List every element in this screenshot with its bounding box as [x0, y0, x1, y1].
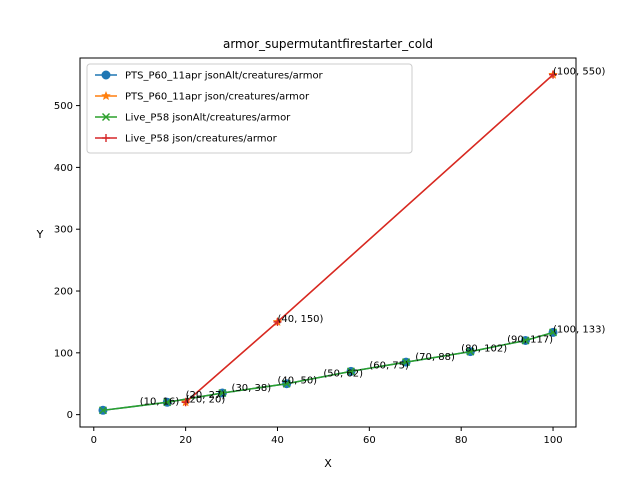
x-tick-label: 80 [455, 435, 468, 446]
data-point [521, 336, 530, 345]
x-tick-label: 60 [363, 435, 376, 446]
point-annotation: (20, 27) [186, 390, 226, 401]
y-tick-label: 200 [54, 287, 73, 298]
point-annotation: (70, 88) [415, 352, 455, 363]
point-annotation: (90, 117) [507, 334, 553, 345]
point-annotation: (30, 38) [232, 383, 272, 394]
axes-frame [79, 57, 577, 428]
legend-label: PTS_P60_11apr jsonAlt/creatures/armor [125, 71, 324, 82]
point-annotation: (60, 75) [369, 360, 409, 371]
legend-entry: Live_P58 jsonAlt/creatures/armor [95, 113, 291, 124]
legend-marker [101, 70, 111, 80]
legend-marker [102, 134, 110, 142]
y-tick-label: 0 [67, 410, 73, 421]
plot-area: (10, 16) (20, 20)(20, 27) (30, 38) (40, 50)… [98, 67, 606, 415]
data-point [282, 379, 291, 388]
point-annotation: (20, 20) [186, 394, 226, 405]
x-tick-label: 0 [91, 435, 97, 446]
legend-entry: Live_P58 json/creatures/armor [95, 134, 278, 145]
legend-marker [102, 113, 110, 121]
point-annotation: (10, 16) [140, 397, 180, 408]
legend-marker [101, 90, 111, 101]
y-axis: 0 100 200 300 400 500 [54, 101, 80, 421]
legend: PTS_P60_11apr jsonAlt/creatures/armor PTS… [86, 63, 413, 154]
point-annotation: (40, 50) [277, 376, 317, 387]
data-point [181, 398, 190, 407]
x-tick-label: 40 [271, 435, 284, 446]
x-tick-label: 100 [543, 435, 562, 446]
legend-label: Live_P58 jsonAlt/creatures/armor [125, 113, 291, 124]
annotation-layer: (10, 16) (20, 20)(20, 27) (30, 38) (40, 50)… [140, 67, 606, 408]
point-annotation: (40, 150) [277, 314, 323, 325]
y-tick-label: 400 [54, 163, 73, 174]
legend-entry: PTS_P60_11apr jsonAlt/creatures/armor [95, 70, 324, 82]
data-point [163, 398, 172, 407]
x-axis: 0 20 40 60 80 100 [91, 427, 563, 446]
legend-label: Live_P58 json/creatures/armor [125, 134, 278, 145]
chart-title: armor_supermutantfirestarter_cold [223, 37, 433, 51]
series-4 [181, 70, 558, 407]
y-tick-label: 500 [54, 101, 73, 112]
data-point [346, 367, 355, 376]
legend-label: PTS_P60_11apr json/creatures/armor [125, 92, 310, 103]
point-annotation: (50, 62) [323, 368, 363, 379]
data-point [402, 358, 411, 367]
point-annotation: (100, 550) [553, 67, 605, 78]
y-tick-label: 300 [54, 225, 73, 236]
legend-box [86, 63, 413, 154]
y-tick-label: 100 [54, 348, 73, 359]
data-point [218, 389, 227, 398]
data-point [549, 328, 558, 337]
data-point [98, 406, 107, 415]
point-annotation: (80, 102) [461, 344, 507, 355]
data-point [549, 70, 558, 79]
data-point [466, 347, 475, 356]
y-axis-label: Y [36, 228, 44, 241]
point-annotation: (100, 133) [553, 324, 605, 335]
x-tick-label: 20 [179, 435, 192, 446]
data-point [273, 317, 282, 326]
legend-entry: PTS_P60_11apr json/creatures/armor [95, 90, 310, 103]
x-axis-label: X [324, 457, 332, 470]
series-layer [98, 69, 558, 415]
